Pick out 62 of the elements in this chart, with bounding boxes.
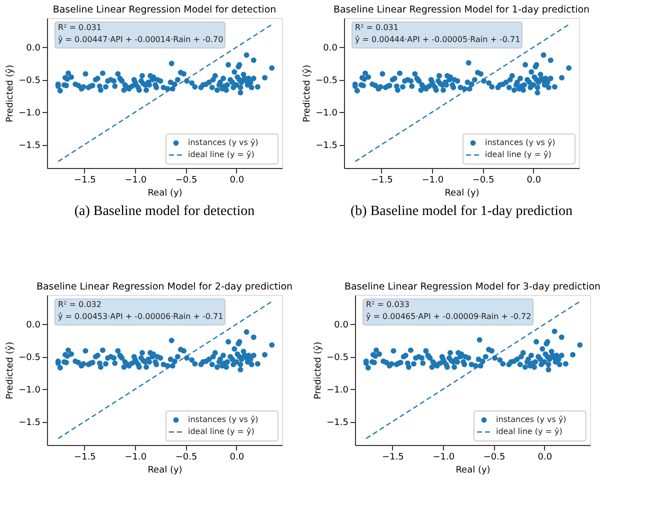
annotation: R² = 0.031 (58, 23, 102, 32)
chart-title: Baseline Linear Regression Model for 1-day prediction (333, 4, 590, 16)
y-axis-title: Predicted (ŷ) (4, 342, 16, 400)
chart-title: Baseline Linear Regression Model for 2-day prediction (36, 282, 293, 292)
annotation: R² = 0.033 (366, 300, 410, 309)
legend-label: instances (y vs ŷ) (188, 138, 258, 147)
y-tick-label: −0.5 (18, 76, 40, 86)
x-axis-title: Real (y) (444, 188, 480, 198)
y-tick-label: 0.0 (26, 320, 41, 331)
text: (a) Baseline model for detection (74, 204, 255, 219)
x-tick-label: −0.5 (483, 452, 506, 462)
y-tick-label: −1.5 (18, 418, 40, 428)
y-tick-label: −1.0 (18, 108, 41, 119)
y-axis-title: Predicted (ŷ) (302, 64, 313, 122)
annotation: ŷ = 0.00453·API + -0.00006·Rain + -0.71 (58, 312, 224, 321)
y-tick-label: 0.0 (323, 44, 338, 54)
y-tick-label: 0.0 (334, 320, 349, 331)
y-axis-title: Predicted (ŷ) (4, 64, 16, 122)
y-tick-label: −1.0 (326, 386, 349, 396)
y-axis-title: Predicted (ŷ) (312, 342, 324, 400)
y-tick-label: −0.5 (18, 353, 40, 364)
y-tick-label: −1.5 (326, 418, 348, 428)
x-tick-label: −1.0 (124, 452, 147, 462)
annotation: R² = 0.032 (58, 300, 102, 309)
x-axis-title: Real (y) (456, 466, 490, 476)
text: (b) Baseline model for 1-day prediction (350, 204, 572, 219)
y-tick-label: −1.5 (18, 141, 40, 152)
legend-label: ideal line (y = ŷ) (496, 427, 562, 436)
x-tick-label: −0.5 (472, 176, 494, 186)
x-tick-label: 0.0 (526, 176, 542, 186)
y-tick-label: −1.0 (316, 108, 338, 119)
annotation: ŷ = 0.00465·API + -0.00009·Rain + -0.72 (366, 312, 532, 321)
y-tick-label: −1.5 (316, 141, 338, 152)
x-tick-label: 0.0 (230, 176, 244, 186)
x-tick-label: −1.5 (382, 452, 404, 462)
legend-label: ideal line (y = ŷ) (188, 150, 254, 159)
x-tick-label: −1.5 (371, 176, 393, 186)
x-tick-label: −1.0 (124, 176, 147, 186)
legend-label: instances (y vs ŷ) (496, 415, 566, 424)
chart-title: Baseline Linear Regression Model for 3-day prediction (344, 282, 601, 292)
chart-title: Baseline Linear Regression Model for detection (52, 4, 276, 16)
y-tick-label: −0.5 (326, 353, 348, 364)
x-tick-label: −1.5 (74, 176, 96, 186)
y-tick-label: −1.0 (18, 386, 41, 396)
y-tick-label: 0.0 (26, 44, 41, 54)
legend-label: instances (y vs ŷ) (188, 415, 258, 424)
legend-label: ideal line (y = ŷ) (485, 150, 552, 159)
annotation: ŷ = 0.00444·API + -0.00005·Rain + -0.71 (355, 35, 520, 44)
x-tick-label: −0.5 (175, 452, 198, 462)
y-tick-label: −0.5 (316, 76, 338, 86)
x-tick-label: −1.5 (74, 452, 96, 462)
x-tick-label: 0.0 (230, 452, 244, 462)
x-tick-label: −0.5 (175, 176, 198, 186)
annotation: R² = 0.031 (355, 23, 398, 32)
x-axis-title: Real (y) (148, 188, 182, 198)
x-tick-label: −1.0 (422, 176, 444, 186)
x-axis-title: Real (y) (148, 466, 182, 476)
legend-label: instances (y vs ŷ) (485, 138, 556, 147)
legend-label: ideal line (y = ŷ) (188, 427, 254, 436)
annotation: ŷ = 0.00447·API + -0.00014·Rain + -0.70 (58, 35, 224, 44)
x-tick-label: −1.0 (432, 452, 455, 462)
x-tick-label: 0.0 (538, 452, 552, 462)
